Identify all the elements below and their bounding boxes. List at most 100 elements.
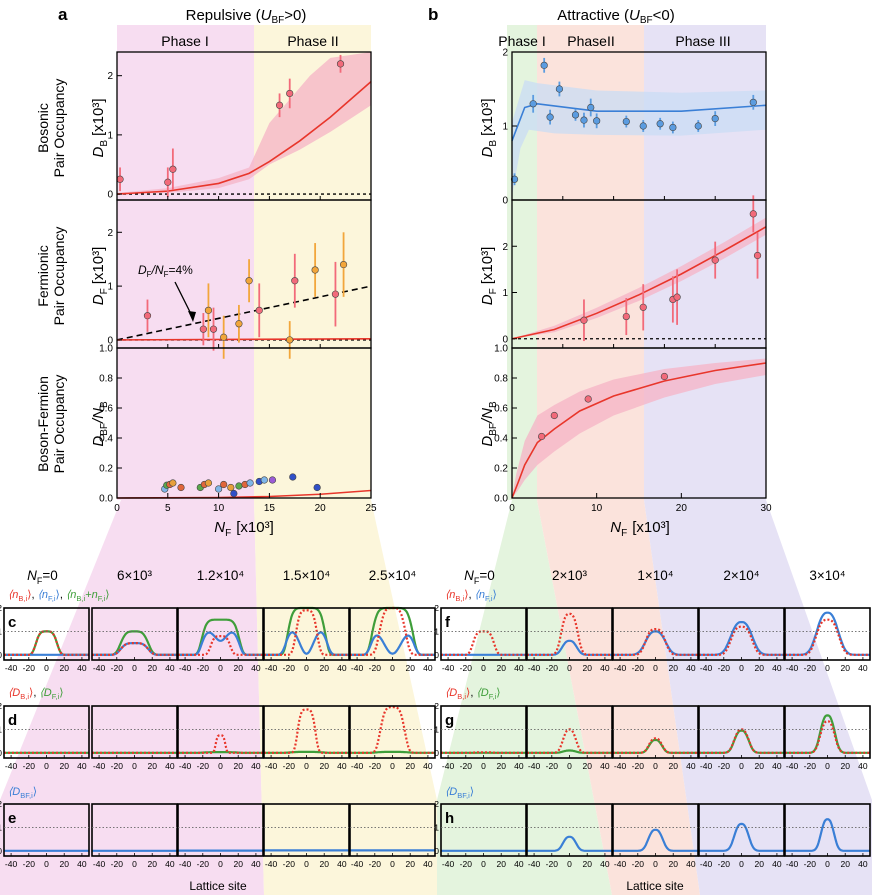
profile-x-tick-label: 0 [390, 663, 395, 673]
profile-x-tick-label: 20 [147, 663, 157, 673]
data-point [260, 476, 268, 484]
text-span: /N [479, 408, 496, 424]
profile-x-tick-label: -20 [718, 859, 731, 869]
text-span: B [488, 140, 499, 147]
theory-line [116, 80, 372, 195]
profile-x-tick-label: -40 [786, 859, 799, 869]
profile-x-tick-label: 20 [319, 761, 329, 771]
y-tick-label: 1.0 [494, 344, 508, 355]
curve-fermion-density [92, 641, 177, 656]
text-span: 2.5×10⁴ [369, 568, 417, 583]
profile-y-tick-label: 1 [434, 626, 439, 636]
profile-y-tick-label: 0 [0, 650, 2, 660]
column-header: 3×10⁴ [809, 568, 845, 583]
data-point [215, 485, 223, 493]
text-span: , [33, 687, 39, 699]
data-point [116, 175, 124, 183]
data-point [593, 117, 601, 125]
x-tick-label: 5 [165, 503, 171, 514]
data-point [164, 178, 172, 186]
y-tick-label: 1 [502, 122, 508, 133]
text-span: ⟨D [445, 786, 457, 798]
data-point-orange [220, 333, 228, 341]
profile-x-tick-label: 0 [739, 761, 744, 771]
profile-y-tick-label: 2 [0, 603, 2, 613]
text-span: Attractive ( [557, 7, 629, 24]
profile-x-tick-label: 40 [686, 761, 696, 771]
panel-label-c: c [8, 614, 16, 631]
text-span: [x10³] [479, 247, 496, 285]
theory-band [117, 52, 371, 195]
text-span: +n [85, 589, 98, 601]
text-span: BF,i [457, 791, 470, 800]
profile-x-tick-label: 20 [668, 859, 678, 869]
profile-x-tick-label: 0 [390, 761, 395, 771]
profile-x-tick-label: -20 [283, 663, 296, 673]
profile-x-tick-label: 40 [337, 663, 347, 673]
text-span: BF [640, 15, 653, 26]
profile-y-tick-label: 0 [434, 650, 439, 660]
profile-x-tick-label: -40 [265, 859, 278, 869]
profile-e-3: -40 -20 0 20 40 [263, 803, 350, 869]
phase-label: PhaseII [567, 33, 614, 49]
profile-d-3: -40 -20 0 20 40 [263, 705, 350, 771]
text-span: N [464, 568, 474, 583]
profile-f-1: -40 -20 0 20 40 [526, 607, 613, 673]
text-span: F [147, 270, 152, 279]
text-span: F,i [52, 692, 60, 701]
profile-x-tick-label: -40 [786, 663, 799, 673]
profile-x-tick-label: -40 [442, 761, 455, 771]
data-point [336, 60, 345, 68]
text-span: F [225, 528, 231, 539]
text-span: [x10³] [632, 519, 670, 536]
profile-d-1: -40 -20 0 20 40 [91, 705, 178, 771]
data-point [289, 473, 297, 481]
profile-x-tick-label: -40 [179, 761, 192, 771]
text-span: ⟨D [8, 687, 20, 699]
profile-f-2: -40 -20 0 20 40 [612, 607, 699, 673]
profile-x-tick-label: 20 [582, 859, 592, 869]
curve-fermion-pair [699, 729, 784, 754]
funnel-rep-1 [0, 500, 264, 895]
profile-y-tick-label: 2 [434, 603, 439, 613]
profile-x-tick-label: 0 [304, 859, 309, 869]
x-tick-label: 30 [760, 503, 772, 514]
ylabel-db-b-text: DB [x10³] [479, 98, 499, 157]
data-point-orange [245, 277, 253, 285]
panel-label-g: g [445, 712, 454, 729]
profile-x-tick-label: 40 [165, 859, 175, 869]
profile-x-tick-label: 40 [600, 663, 610, 673]
panel-label-e: e [8, 810, 16, 827]
profile-x-tick-label: 40 [77, 761, 87, 771]
profile-x-tick-label: 40 [686, 859, 696, 869]
profile-x-tick-label: -40 [179, 859, 192, 869]
text-span: 6×10³ [117, 568, 152, 583]
text-span: /N [151, 263, 164, 277]
data-point [622, 312, 630, 321]
profile-y-tick-label: 1 [434, 822, 439, 832]
text-span: B [488, 401, 499, 408]
data-point-red [199, 325, 207, 333]
profile-x-tick-label: -20 [632, 859, 645, 869]
profile-x-tick-label: -20 [111, 761, 124, 771]
profile-x-tick-label: 0 [653, 663, 658, 673]
profile-x-tick-label: -40 [528, 859, 541, 869]
profile-x-tick-label: -20 [460, 761, 473, 771]
profile-x-tick-label: 0 [132, 859, 137, 869]
curve-boson-pair [264, 708, 349, 754]
text-span: D [479, 147, 496, 158]
data-point [580, 316, 588, 324]
profile-x-tick-label: 40 [77, 663, 87, 673]
profile-x-tick-label: 40 [858, 859, 868, 869]
text-span: F [621, 528, 627, 539]
profile-g-2: -40 -20 0 20 40 [612, 705, 699, 771]
profile-x-tick-label: 20 [233, 663, 243, 673]
profile-x-tick-label: 20 [668, 761, 678, 771]
profile-x-tick-label: -20 [718, 663, 731, 673]
profile-x-tick-label: -40 [700, 859, 713, 869]
ylabel-df-b-text: DF [x10³] [479, 247, 499, 305]
y-tick-label: 1 [502, 288, 508, 299]
column-header: 6×10³ [117, 568, 152, 583]
legend-legend_d: ⟨DB,i⟩, ⟨DF,i⟩ [8, 687, 63, 701]
profile-x-tick-label: 0 [218, 761, 223, 771]
